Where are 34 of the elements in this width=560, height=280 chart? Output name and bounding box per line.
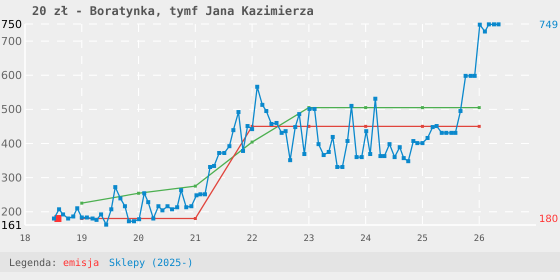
y-tick-label: 161 [1, 218, 22, 232]
x-tick-label: 23 [303, 234, 314, 244]
text: Sklepy (2025-) [109, 258, 194, 269]
y-tick-label: 600 [1, 69, 22, 82]
y-tick-label: 200 [1, 206, 22, 219]
x-tick-label: 26 [474, 234, 485, 244]
point [420, 106, 424, 110]
legend-title: Legenda: [9, 258, 58, 269]
y2-tick-label: 180 [539, 214, 558, 226]
y-tick-label: 400 [1, 137, 22, 150]
y-tick-label: 300 [1, 171, 22, 184]
point [420, 124, 424, 128]
x-tick-label: 24 [360, 234, 372, 244]
y-tick-label: 750 [1, 18, 22, 31]
y-tick-label: 500 [1, 103, 22, 116]
point [137, 192, 140, 195]
point [478, 106, 481, 110]
point [364, 124, 368, 128]
y2-tick-label: 749 [539, 20, 558, 31]
x-tick-label: 20 [133, 234, 144, 244]
x-tick-label: 25 [417, 234, 428, 244]
point [478, 124, 481, 128]
point [364, 106, 368, 110]
text: emisja [63, 258, 100, 269]
x-tick-label: 18 [20, 234, 30, 244]
chart-title: 20 zł - Boratynka, tymf Jana Kazimierza [32, 4, 314, 18]
x-tick-label: 19 [76, 234, 88, 244]
point [194, 184, 197, 188]
point [80, 202, 84, 205]
point [194, 217, 197, 220]
y-tick-label: 700 [1, 34, 22, 48]
x-tick-label: 21 [190, 234, 201, 244]
point [250, 140, 254, 144]
x-tick-label: 22 [246, 234, 258, 244]
